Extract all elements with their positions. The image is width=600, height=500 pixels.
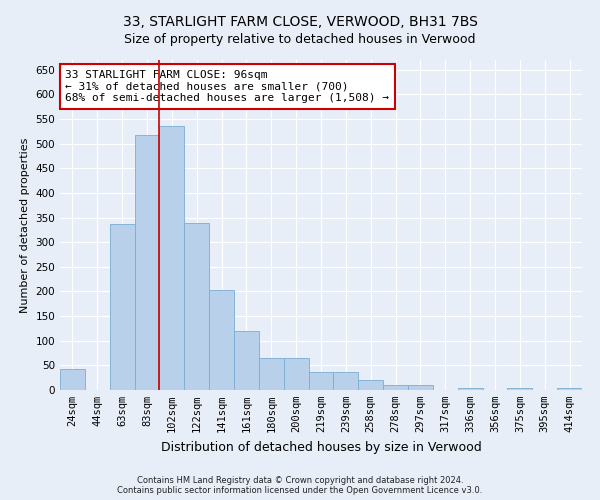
Text: Size of property relative to detached houses in Verwood: Size of property relative to detached ho… (124, 32, 476, 46)
Bar (259, 358, 284, 390)
Bar (184, 222, 209, 390)
Bar (60, 370, 85, 390)
Bar (358, 380, 383, 390)
Bar (458, 388, 482, 390)
Bar (110, 224, 134, 390)
Bar (134, 135, 160, 390)
Bar (557, 388, 582, 390)
Bar (508, 388, 532, 390)
Y-axis label: Number of detached properties: Number of detached properties (20, 138, 30, 312)
Bar (408, 385, 433, 390)
Text: 33 STARLIGHT FARM CLOSE: 96sqm
← 31% of detached houses are smaller (700)
68% of: 33 STARLIGHT FARM CLOSE: 96sqm ← 31% of … (65, 70, 389, 103)
Bar (160, 126, 184, 390)
Bar (209, 290, 234, 390)
Bar (334, 372, 358, 390)
Bar (284, 358, 308, 390)
Bar (383, 385, 408, 390)
Bar (234, 331, 259, 390)
Text: Contains HM Land Registry data © Crown copyright and database right 2024.
Contai: Contains HM Land Registry data © Crown c… (118, 476, 482, 495)
Text: 33, STARLIGHT FARM CLOSE, VERWOOD, BH31 7BS: 33, STARLIGHT FARM CLOSE, VERWOOD, BH31 … (122, 15, 478, 29)
X-axis label: Distribution of detached houses by size in Verwood: Distribution of detached houses by size … (161, 440, 481, 454)
Bar (308, 372, 334, 390)
